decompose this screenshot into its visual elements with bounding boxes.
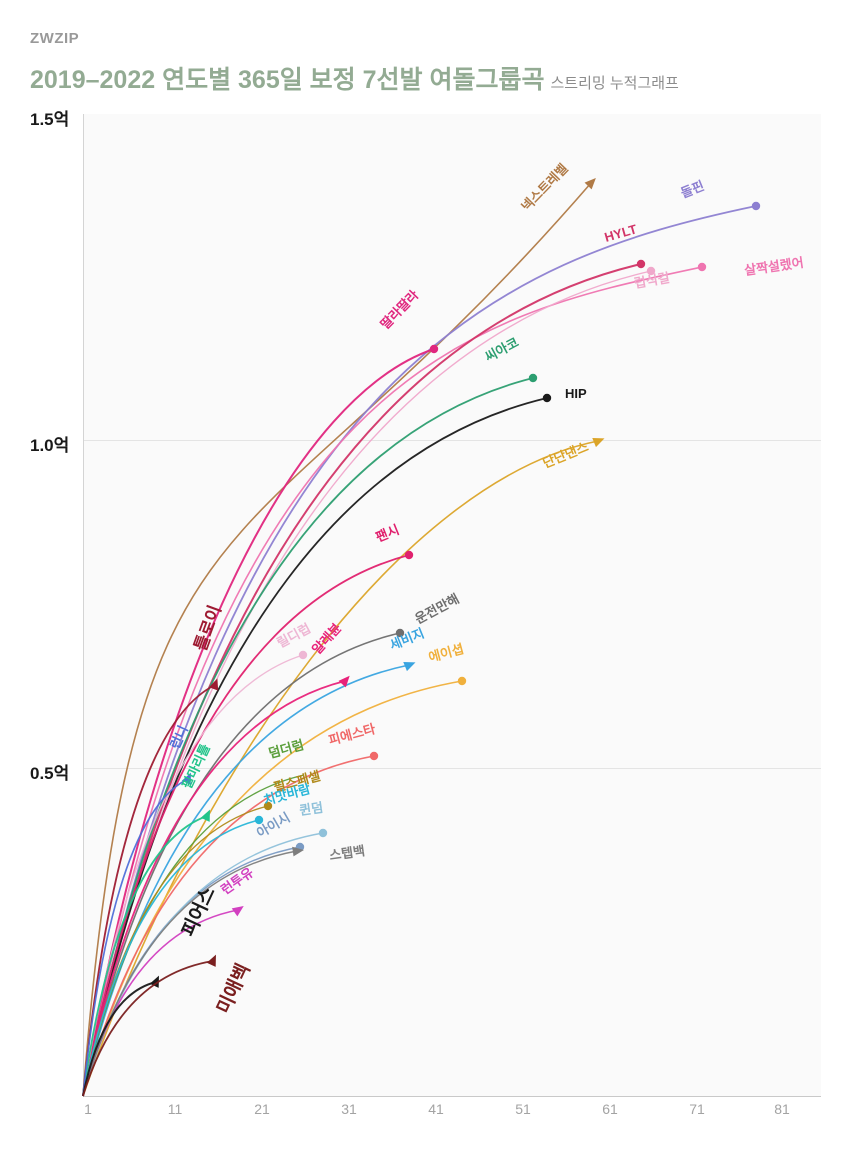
svg-text:알레뷴: 알레뷴 (309, 620, 344, 657)
svg-text:미애벡: 미애벡 (213, 960, 255, 1017)
svg-text:에이셥: 에이셥 (427, 641, 466, 665)
svg-text:HIP: HIP (565, 386, 587, 401)
svg-text:씨아코: 씨아코 (482, 335, 521, 365)
svg-text:스텝백: 스텝백 (328, 843, 366, 863)
svg-text:단단댄스: 단단댄스 (541, 439, 591, 471)
svg-text:넥스트레벨: 넥스트레벨 (518, 161, 570, 214)
svg-text:퀸덤: 퀸덤 (298, 800, 324, 818)
svg-text:팬시: 팬시 (374, 522, 402, 545)
svg-text:돌핀: 돌핀 (679, 178, 707, 201)
svg-text:럽식걸: 럽식걸 (633, 270, 671, 291)
svg-text:피어스: 피어스 (178, 883, 220, 940)
svg-text:릴디럽: 릴디럽 (274, 621, 313, 651)
svg-text:아이시: 아이시 (254, 810, 293, 841)
svg-text:딸라딸라: 딸라딸라 (377, 287, 421, 332)
svg-text:운전만해: 운전만해 (412, 591, 461, 627)
svg-text:세비지: 세비지 (388, 625, 427, 652)
svg-text:런투유: 런투유 (218, 865, 256, 898)
svg-text:살짝설렜어: 살짝설렜어 (743, 255, 804, 278)
